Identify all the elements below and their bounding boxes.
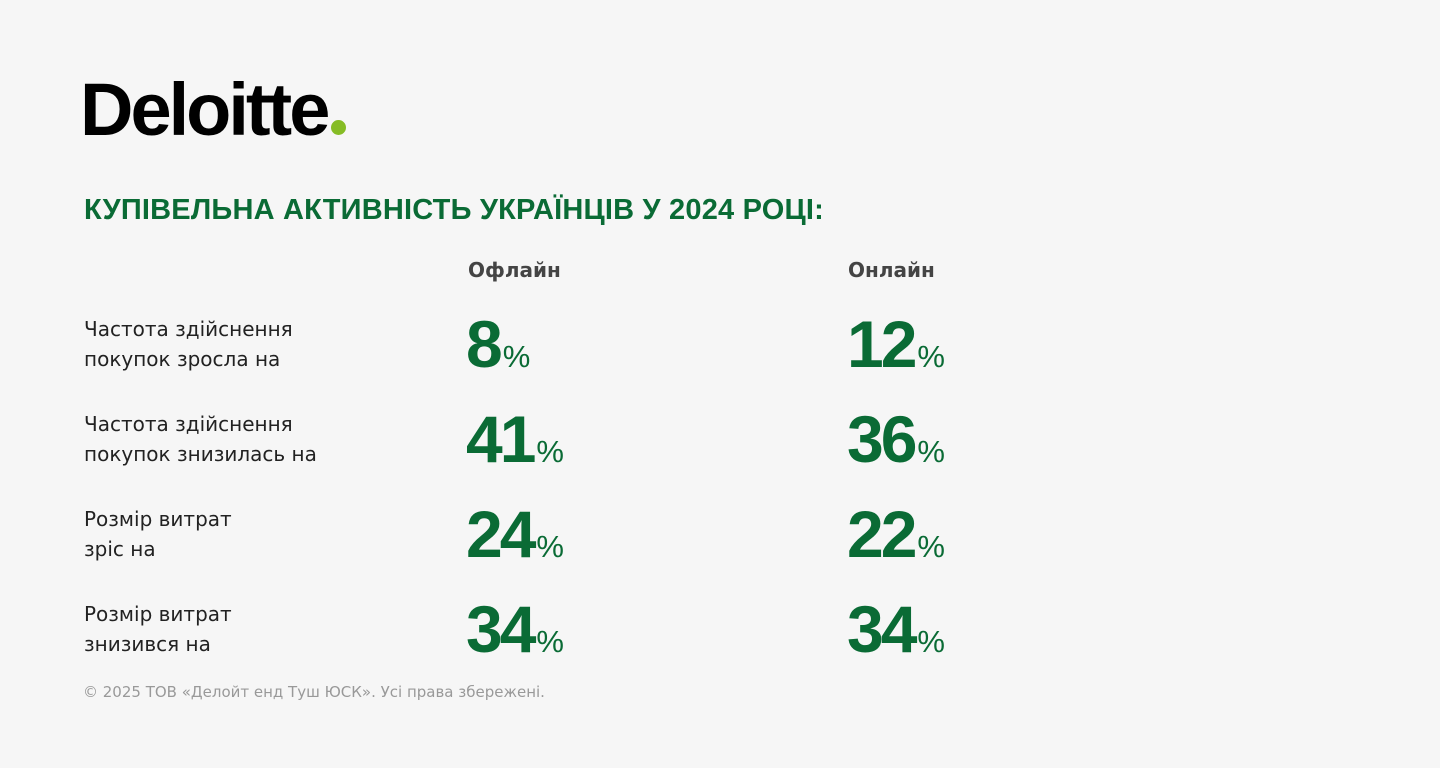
stat-row: Частота здійснення покупок зросла на 8% 1…: [0, 304, 1440, 384]
row-label-line1: Частота здійснення: [84, 412, 293, 436]
row-label-line1: Розмір витрат: [84, 602, 232, 626]
online-value: 36%: [847, 399, 945, 479]
percent-sign: %: [502, 339, 531, 374]
deloitte-logo: Deloitte: [80, 68, 347, 151]
row-label: Частота здійснення покупок зросла на: [84, 314, 384, 374]
row-label-line2: покупок знизилась на: [84, 442, 317, 466]
percent-sign: %: [536, 624, 564, 659]
online-number: 34: [847, 592, 917, 666]
row-label-line2: покупок зросла на: [84, 347, 281, 371]
offline-number: 41: [466, 402, 536, 476]
row-label: Розмір витрат знизився на: [84, 599, 384, 659]
page-title: КУПІВЕЛЬНА АКТИВНІСТЬ УКРАЇНЦІВ У 2024 Р…: [84, 194, 825, 226]
row-label-line2: знизився на: [84, 632, 211, 656]
offline-number: 8: [466, 307, 503, 381]
copyright-footer: © 2025 ТОВ «Делойт енд Туш ЮСК». Усі пра…: [83, 683, 545, 701]
row-label: Частота здійснення покупок знизилась на: [84, 409, 384, 469]
percent-sign: %: [917, 529, 945, 564]
percent-sign: %: [917, 339, 945, 374]
offline-value: 24%: [466, 494, 564, 574]
offline-number: 24: [466, 497, 536, 571]
logo-text: Deloitte: [80, 68, 330, 151]
online-value: 12%: [847, 304, 945, 384]
offline-value: 41%: [466, 399, 564, 479]
row-label: Розмір витрат зріс на: [84, 504, 384, 564]
online-value: 34%: [847, 589, 945, 669]
percent-sign: %: [536, 434, 564, 469]
online-value: 22%: [847, 494, 945, 574]
column-header-offline: Офлайн: [468, 258, 561, 282]
online-number: 12: [847, 307, 917, 381]
online-number: 22: [847, 497, 917, 571]
stat-row: Розмір витрат знизився на 34% 34%: [0, 589, 1440, 669]
stat-row: Частота здійснення покупок знизилась на 4…: [0, 399, 1440, 479]
row-label-line2: зріс на: [84, 537, 156, 561]
row-label-line1: Частота здійснення: [84, 317, 293, 341]
offline-value: 8%: [466, 304, 530, 384]
row-label-line1: Розмір витрат: [84, 507, 232, 531]
stat-row: Розмір витрат зріс на 24% 22%: [0, 494, 1440, 574]
percent-sign: %: [917, 434, 945, 469]
percent-sign: %: [536, 529, 564, 564]
percent-sign: %: [917, 624, 945, 659]
column-header-online: Онлайн: [848, 258, 935, 282]
offline-number: 34: [466, 592, 536, 666]
offline-value: 34%: [466, 589, 564, 669]
online-number: 36: [847, 402, 917, 476]
logo-dot-icon: [331, 120, 347, 135]
